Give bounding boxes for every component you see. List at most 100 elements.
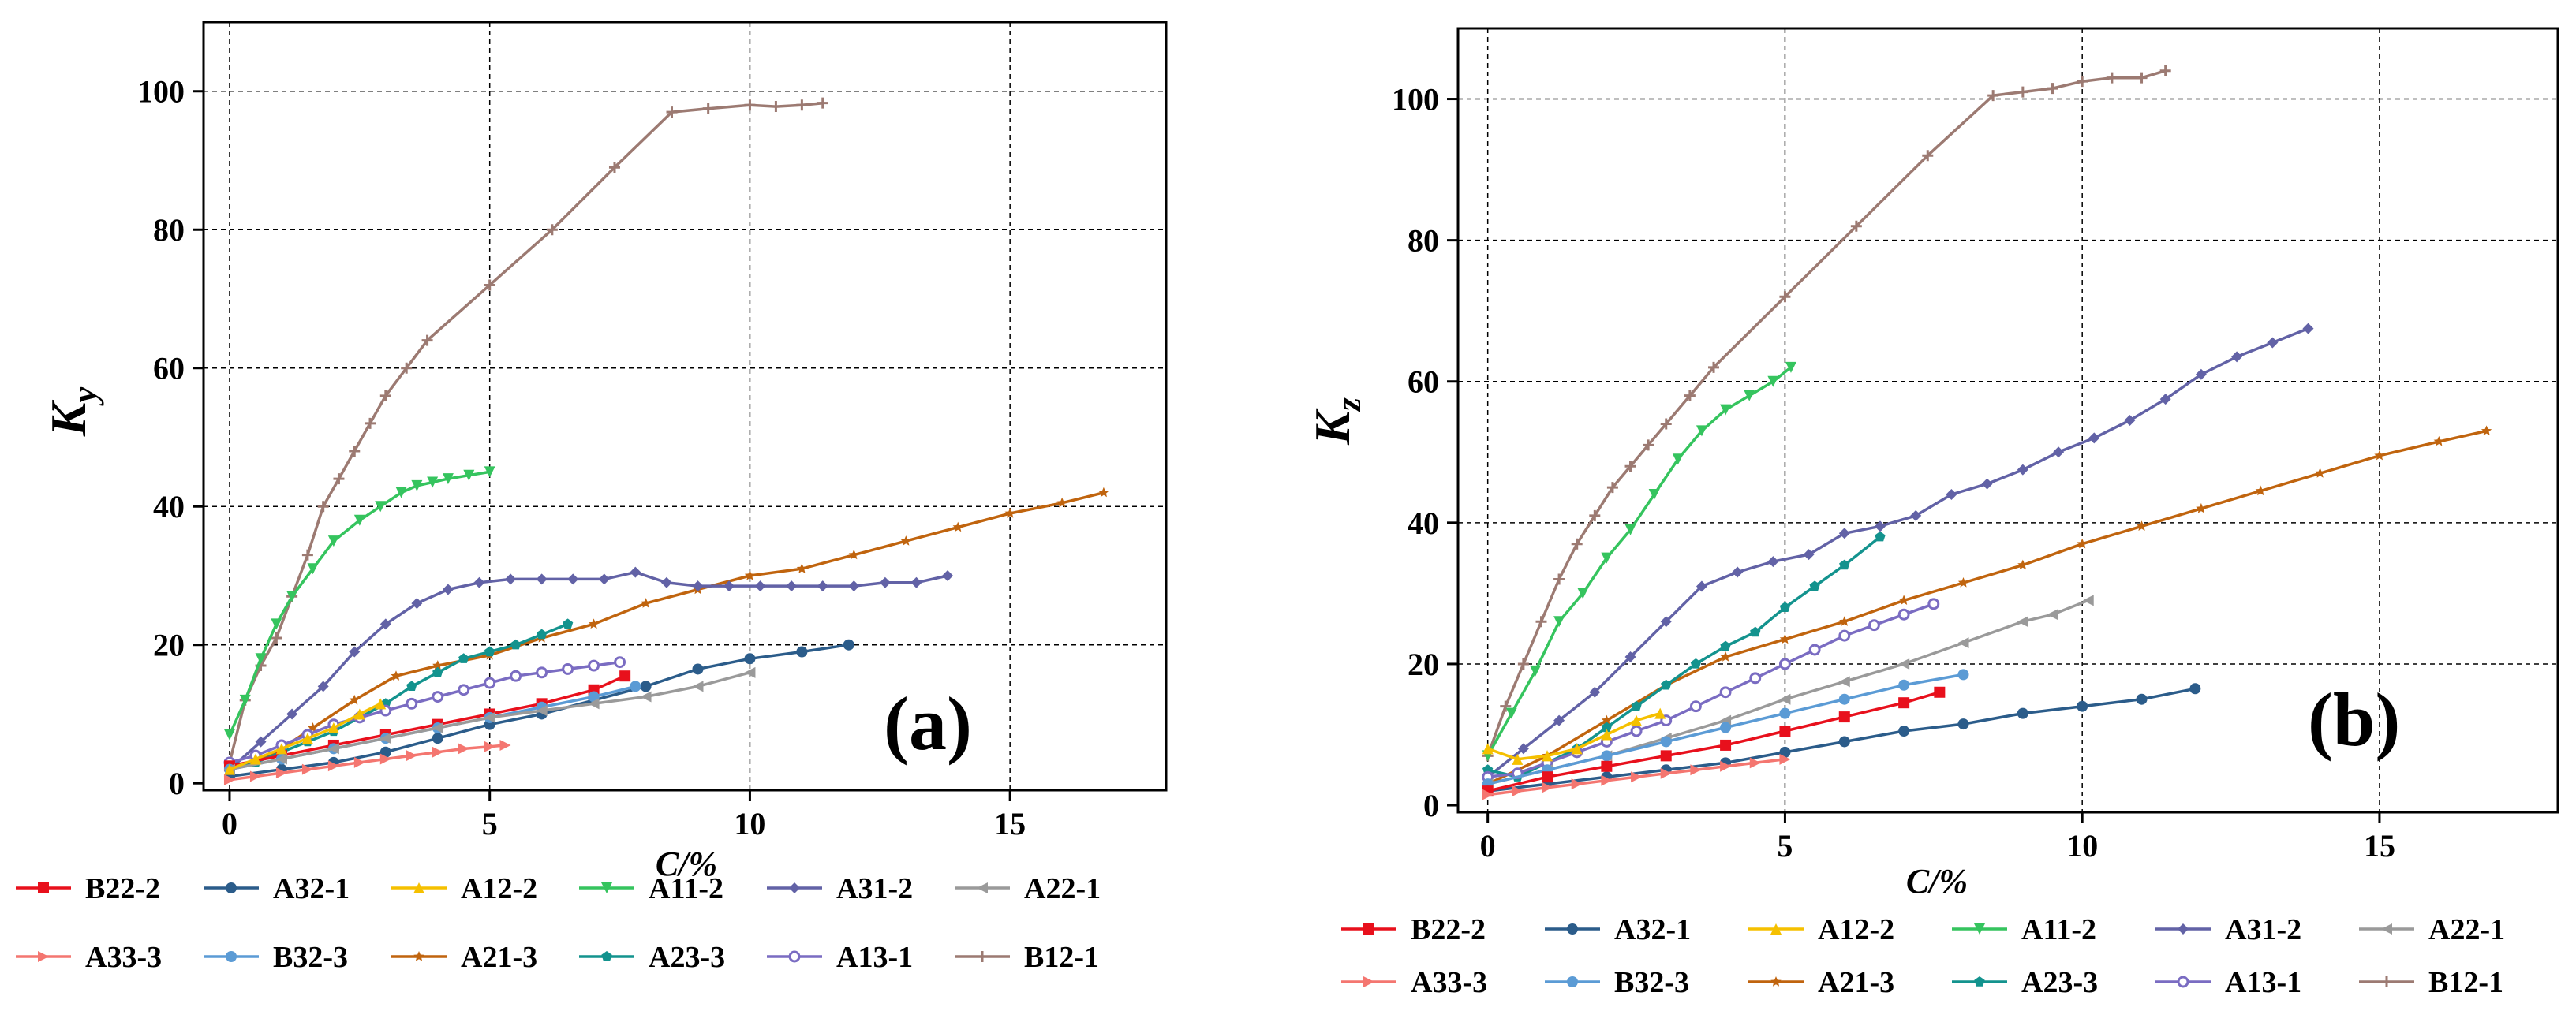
data-point-B12-1 [401, 362, 413, 374]
data-point-A12-2 [1601, 729, 1613, 741]
data-point-B12-1 [271, 632, 282, 644]
data-point-A13-1 [458, 684, 470, 696]
data-point-B22-2 [1720, 739, 1732, 751]
data-point-A21-3 [2374, 450, 2385, 461]
data-point-A31-2 [317, 681, 329, 692]
data-point-A23-3 [1809, 580, 1820, 591]
data-point-B12-1 [1571, 538, 1583, 550]
x-tick-label: 15 [994, 806, 1026, 841]
data-point-A21-3 [1056, 497, 1067, 508]
data-point-A13-1 [536, 666, 548, 679]
y-tick-label: 40 [1408, 506, 1439, 541]
x-tick-label: 5 [1777, 828, 1793, 864]
legend-label: A21-3 [1818, 966, 1894, 999]
legend-marker-A12-2 [413, 882, 424, 893]
data-point-A32-1 [379, 746, 391, 758]
data-point-A31-2 [1624, 651, 1636, 662]
legend-item-B12-1: B12-1 [2359, 966, 2503, 999]
panel-b-legend: B22-2 A32-1 A12-2 A11-2 A31-2 A22-1 A33-3 B32-3… [1341, 913, 2505, 999]
legend-marker-A31-2 [789, 882, 800, 893]
legend-item-A13-1: A13-1 [2155, 966, 2301, 999]
data-point-A31-2 [411, 598, 423, 610]
data-point-A22-1 [640, 691, 652, 703]
data-point-A31-2 [536, 573, 548, 585]
series-line-A21-3 [229, 491, 1105, 771]
series-line-B22-2 [1487, 691, 1940, 793]
data-point-A33-3 [1779, 753, 1791, 765]
data-point-B22-2 [1934, 686, 1946, 698]
data-point-B12-1 [744, 99, 756, 111]
legend-item-B12-1: B12-1 [955, 941, 1099, 974]
data-point-A21-3 [432, 660, 443, 670]
data-point-A33-3 [353, 756, 365, 768]
legend-marker-B32-3 [1567, 976, 1578, 987]
data-point-A12-2 [375, 698, 387, 710]
data-point-A11-2 [1767, 375, 1779, 387]
data-point-A12-2 [223, 763, 235, 775]
data-point-A31-2 [1660, 616, 1672, 628]
data-point-A22-1 [1898, 658, 1910, 670]
legend-label: B12-1 [2428, 966, 2503, 999]
series-B12-1 [223, 97, 828, 768]
data-point-A31-2 [630, 566, 641, 578]
data-point-A23-3 [537, 629, 548, 640]
data-point-B12-1 [608, 162, 620, 173]
legend-label: A12-2 [1818, 913, 1894, 946]
data-point-B12-1 [349, 446, 361, 457]
data-point-B32-3 [1838, 693, 1850, 705]
data-point-B12-1 [1517, 658, 1529, 670]
series-line-A13-1 [229, 660, 620, 764]
data-point-A31-2 [1589, 686, 1601, 698]
data-point-A21-3 [900, 535, 911, 546]
legend-marker-A11-2 [601, 882, 612, 893]
series-A21-3 [224, 487, 1109, 774]
data-point-A11-2 [286, 591, 298, 602]
panel-b-y-axis-main: K [1304, 408, 1360, 446]
data-point-A11-2 [1601, 552, 1613, 564]
data-point-A31-2 [2088, 432, 2100, 444]
y-tick-label: 60 [1408, 364, 1439, 400]
data-point-A31-2 [2302, 323, 2314, 334]
series-line-A11-2 [228, 470, 490, 736]
legend-label: A23-3 [2021, 966, 2098, 999]
data-point-A21-3 [1004, 508, 1015, 518]
data-point-A11-2 [1785, 361, 1796, 373]
data-point-A33-3 [1542, 782, 1553, 793]
data-point-A31-2 [473, 576, 485, 588]
data-point-A32-1 [1957, 718, 1969, 730]
data-point-A13-1 [1838, 629, 1851, 642]
data-point-A31-2 [660, 576, 672, 588]
data-point-A23-3 [1779, 602, 1791, 612]
data-point-A31-2 [1553, 714, 1565, 726]
y-tick-label: 80 [1408, 223, 1439, 259]
data-point-B12-1 [770, 101, 782, 113]
data-point-A31-2 [1696, 580, 1707, 592]
data-point-B12-1 [301, 549, 313, 561]
data-point-A33-3 [1631, 771, 1643, 783]
data-point-A33-3 [1512, 785, 1524, 797]
data-point-A21-3 [2136, 520, 2148, 531]
legend-label: B32-3 [273, 941, 348, 974]
panel-b-y-axis-label: Kz [1304, 397, 1368, 446]
data-point-A13-1 [1778, 658, 1791, 670]
data-point-B12-1 [666, 106, 678, 118]
data-point-B32-3 [1779, 707, 1791, 719]
x-tick-label: 10 [734, 806, 765, 841]
data-point-B12-1 [317, 501, 329, 513]
data-point-B12-1 [1708, 361, 1720, 373]
data-point-A13-1 [1749, 672, 1762, 685]
data-point-A31-2 [598, 573, 610, 585]
legend-marker-A13-1 [2177, 976, 2189, 988]
data-point-A21-3 [848, 549, 859, 560]
data-point-B12-1 [702, 103, 714, 114]
legend-label: A11-2 [649, 872, 723, 905]
series-A12-2 [1482, 707, 1666, 765]
data-point-A13-1 [562, 662, 574, 675]
data-point-B12-1 [484, 279, 495, 291]
data-point-A22-1 [692, 681, 704, 692]
data-point-A12-2 [1512, 753, 1524, 765]
legend-label: A33-3 [1411, 966, 1487, 999]
legend-item-A33-3: A33-3 [1341, 966, 1487, 999]
data-point-A23-3 [1875, 531, 1886, 542]
series-line-A23-3 [1487, 535, 1882, 778]
